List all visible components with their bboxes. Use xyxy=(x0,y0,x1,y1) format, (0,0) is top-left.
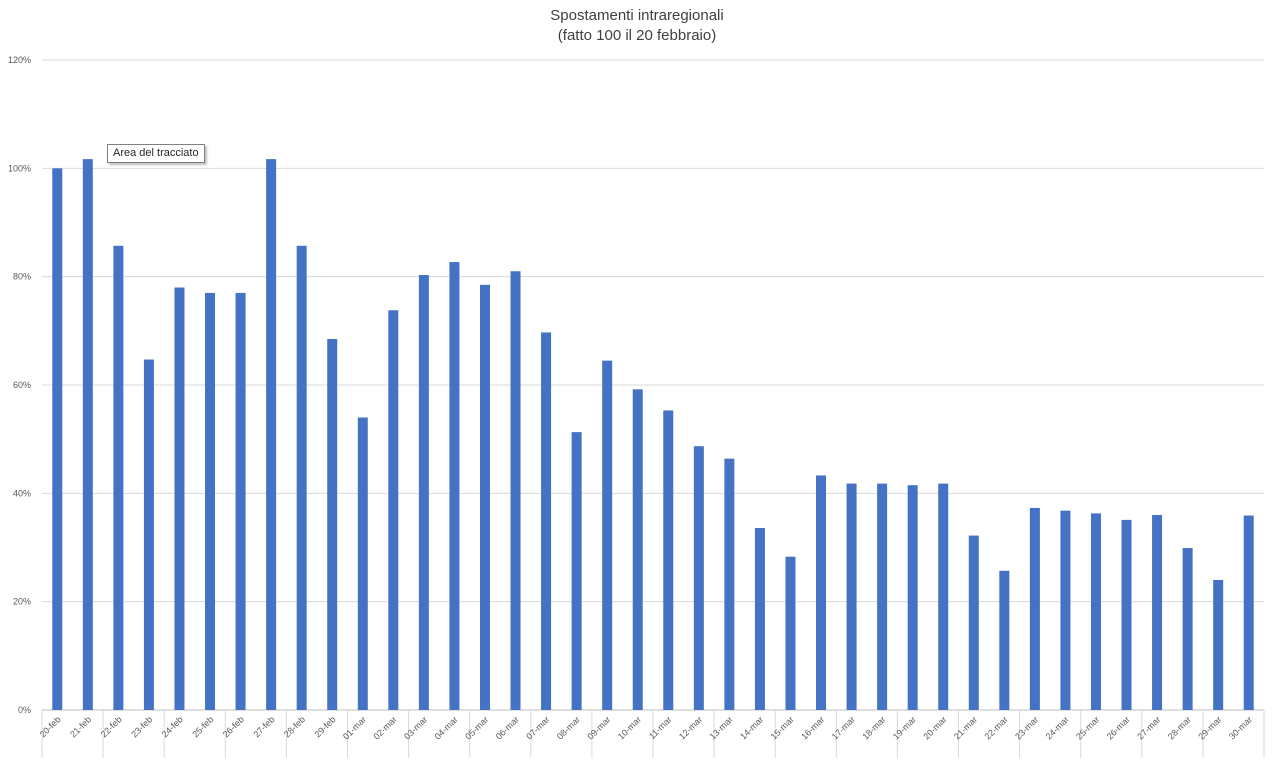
x-tick-label: 26-feb xyxy=(221,714,246,739)
x-tick-label: 23-feb xyxy=(129,714,154,739)
bar-11-mar xyxy=(663,410,674,710)
x-tick-label: 25-mar xyxy=(1074,714,1101,741)
bar-17-mar xyxy=(846,483,857,710)
x-tick-label: 02-mar xyxy=(372,714,399,741)
y-axis-ticks: 0% 20% 40% 60% 80% 100% 120% xyxy=(8,55,31,715)
bar-18-mar xyxy=(877,483,888,710)
x-tick-label: 29-feb xyxy=(313,714,338,739)
bar-09-mar xyxy=(602,360,613,710)
bar-03-mar xyxy=(418,275,429,710)
x-tick-label: 11-mar xyxy=(647,714,674,741)
x-tick-label: 20-feb xyxy=(38,714,63,739)
x-tick-label: 21-feb xyxy=(68,714,93,739)
bar-13-mar xyxy=(724,458,735,710)
bar-07-mar xyxy=(541,332,552,710)
bar-05-mar xyxy=(479,284,490,710)
x-tick-label: 28-mar xyxy=(1166,714,1193,741)
bar-20-mar xyxy=(938,483,949,710)
gridlines xyxy=(42,59,1264,711)
x-tick-label: 24-mar xyxy=(1044,714,1071,741)
x-tick-label: 29-mar xyxy=(1196,714,1223,741)
x-tick-label: 26-mar xyxy=(1105,714,1132,741)
bar-12-mar xyxy=(693,446,704,710)
bar-27-mar xyxy=(1152,515,1163,710)
x-tick-label: 16-mar xyxy=(799,714,826,741)
x-tick-label: 05-mar xyxy=(463,714,490,741)
bar-16-mar xyxy=(816,475,827,710)
bar-19-mar xyxy=(907,485,918,710)
bar-26-feb xyxy=(235,292,246,710)
x-tick-label: 03-mar xyxy=(402,714,429,741)
x-tick-label: 09-mar xyxy=(585,714,612,741)
x-tick-label: 21-mar xyxy=(952,714,979,741)
bar-21-mar xyxy=(968,535,979,710)
x-tick-label: 08-mar xyxy=(555,714,582,741)
plot-area-tooltip: Area del tracciato xyxy=(107,144,205,163)
x-tick-label: 18-mar xyxy=(860,714,887,741)
bar-22-feb xyxy=(113,245,124,710)
bar-06-mar xyxy=(510,271,521,710)
bar-24-mar xyxy=(1060,510,1071,710)
bars xyxy=(52,159,1254,711)
bar-21-feb xyxy=(82,159,93,710)
x-tick-label: 07-mar xyxy=(524,714,551,741)
bar-08-mar xyxy=(571,432,582,710)
bar-01-mar xyxy=(357,417,368,710)
x-tick-label: 25-feb xyxy=(190,714,215,739)
x-tick-label: 14-mar xyxy=(738,714,765,741)
y-tick-label: 20% xyxy=(13,597,31,607)
x-tick-label: 15-mar xyxy=(769,714,796,741)
x-tick-label: 28-feb xyxy=(282,714,307,739)
bar-27-feb xyxy=(266,159,277,710)
bar-28-feb xyxy=(296,245,307,710)
bar-25-feb xyxy=(205,292,216,710)
x-tick-label: 13-mar xyxy=(708,714,735,741)
x-tick-label: 22-feb xyxy=(99,714,124,739)
bar-29-mar xyxy=(1213,580,1224,710)
x-axis-ticks: 20-feb 21-feb 22-feb 23-feb 24-feb 25-feb 26-f… xyxy=(38,710,1265,758)
y-tick-label: 80% xyxy=(13,272,31,282)
bar-10-mar xyxy=(632,389,643,710)
x-tick-label: 12-mar xyxy=(677,714,704,741)
bar-20-feb xyxy=(52,168,63,711)
bar-26-mar xyxy=(1121,519,1132,710)
chart-subtitle: (fatto 100 il 20 febbraio) xyxy=(558,27,716,44)
x-tick-label: 24-feb xyxy=(160,714,185,739)
bar-24-feb xyxy=(174,287,185,710)
y-tick-label: 40% xyxy=(13,488,31,498)
y-tick-label: 0% xyxy=(18,705,31,715)
x-tick-label: 04-mar xyxy=(433,714,460,741)
bar-04-mar xyxy=(449,262,460,710)
y-tick-label: 100% xyxy=(8,163,31,173)
bar-14-mar xyxy=(754,528,765,710)
x-tick-label: 06-mar xyxy=(494,714,521,741)
x-tick-label: 30-mar xyxy=(1227,714,1254,741)
bar-23-mar xyxy=(1029,507,1040,710)
bar-23-feb xyxy=(143,359,154,710)
bar-29-feb xyxy=(327,338,338,710)
bar-02-mar xyxy=(388,310,399,710)
bar-22-mar xyxy=(999,570,1010,710)
x-tick-label: 27-mar xyxy=(1135,714,1162,741)
chart-title: Spostamenti intraregionali xyxy=(550,7,723,24)
bar-28-mar xyxy=(1182,548,1193,710)
x-tick-label: 19-mar xyxy=(891,714,918,741)
x-tick-label: 17-mar xyxy=(830,714,857,741)
bar-15-mar xyxy=(785,556,796,710)
x-tick-label: 10-mar xyxy=(616,714,643,741)
bar-30-mar xyxy=(1243,515,1254,710)
y-tick-label: 60% xyxy=(13,380,31,390)
x-tick-label: 23-mar xyxy=(1013,714,1040,741)
x-tick-label: 01-mar xyxy=(341,714,368,741)
x-tick-label: 22-mar xyxy=(983,714,1010,741)
bar-25-mar xyxy=(1090,513,1101,710)
y-tick-label: 120% xyxy=(8,55,31,65)
x-tick-label: 27-feb xyxy=(251,714,276,739)
x-tick-label: 20-mar xyxy=(921,714,948,741)
